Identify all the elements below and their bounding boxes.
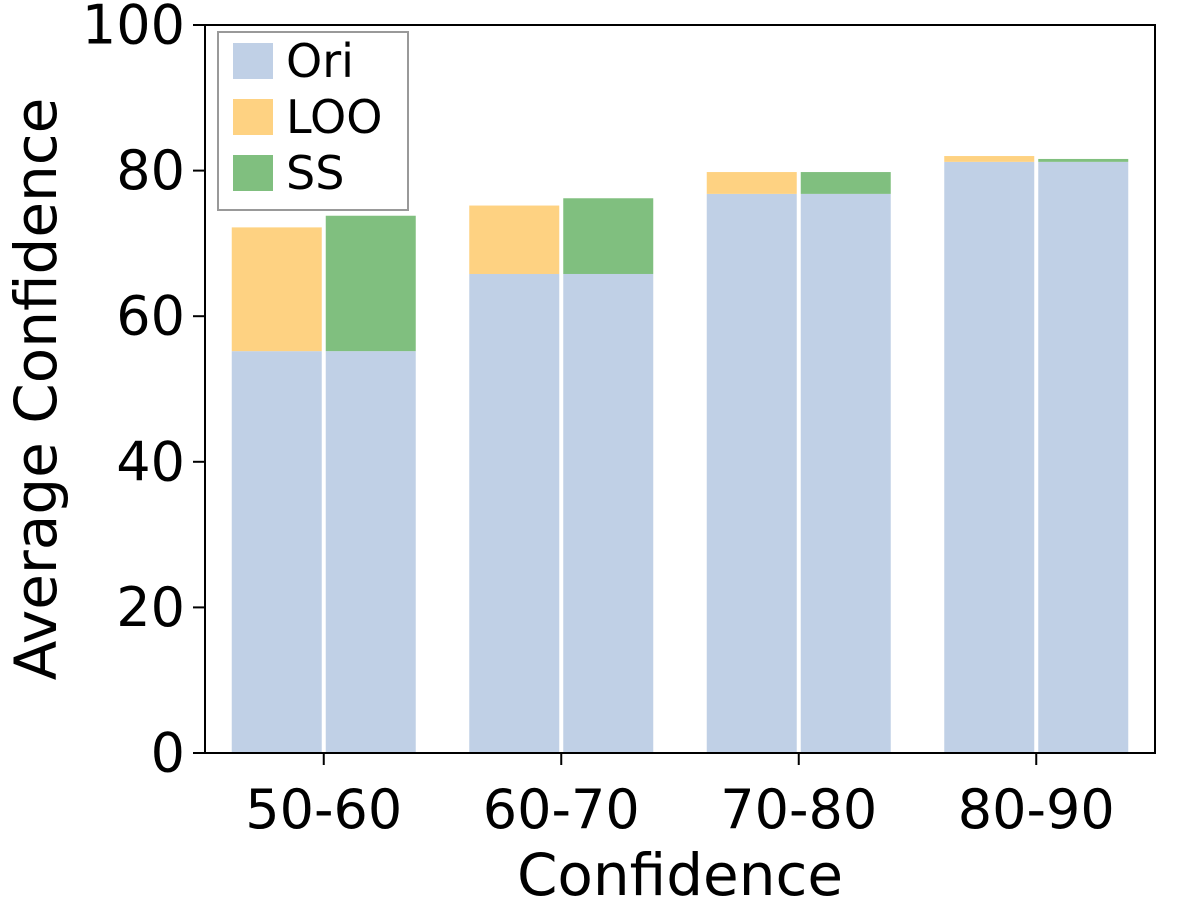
plot-frame — [204, 24, 1156, 754]
bar-ss-50-60 — [325, 215, 416, 352]
legend-label-loo: LOO — [286, 90, 382, 144]
bar-loo-60-70 — [469, 205, 560, 274]
bar-ori-70-80-loo-group — [706, 193, 797, 753]
y-tick-label: 0 — [151, 722, 185, 785]
bar-ori-50-60-ss-group — [325, 351, 416, 753]
bar-ori-60-70-loo-group — [469, 273, 560, 753]
x-tick-label: 80-90 — [958, 778, 1115, 841]
bar-loo-50-60 — [231, 227, 322, 352]
y-tick-label: 20 — [116, 576, 185, 639]
bar-ori-80-90-ss-group — [1038, 161, 1129, 753]
x-axis-label: Confidence — [517, 841, 843, 908]
bar-ori-60-70-ss-group — [563, 273, 654, 753]
y-tick-label: 40 — [116, 430, 185, 493]
legend-label-ss: SS — [286, 146, 344, 200]
legend-swatch-ss — [233, 155, 273, 191]
bars-layer — [231, 156, 1129, 753]
bar-ss-60-70 — [563, 198, 654, 274]
legend-label-ori: Ori — [286, 34, 354, 88]
x-tick-label: 50-60 — [245, 778, 402, 841]
y-tick-label: 60 — [116, 285, 185, 348]
y-axis: 0 20 40 60 80 100 — [82, 0, 205, 785]
x-axis: 50-60 60-70 70-80 80-90 — [245, 753, 1115, 841]
bar-ori-50-60-loo-group — [231, 351, 322, 753]
y-axis-label: Average Confidence — [2, 98, 70, 681]
y-tick-label: 100 — [82, 0, 185, 57]
legend-swatch-loo — [233, 99, 273, 135]
bar-ori-80-90-loo-group — [944, 161, 1035, 753]
bar-ss-70-80 — [800, 172, 891, 194]
x-tick-label: 60-70 — [483, 778, 640, 841]
bar-loo-80-90 — [944, 156, 1035, 162]
legend-swatch-ori — [233, 43, 273, 79]
y-tick-label: 80 — [116, 139, 185, 202]
x-tick-label: 70-80 — [720, 778, 877, 841]
bar-loo-70-80 — [706, 172, 797, 194]
bar-ori-70-80-ss-group — [800, 193, 891, 753]
bar-ss-80-90 — [1038, 158, 1129, 162]
